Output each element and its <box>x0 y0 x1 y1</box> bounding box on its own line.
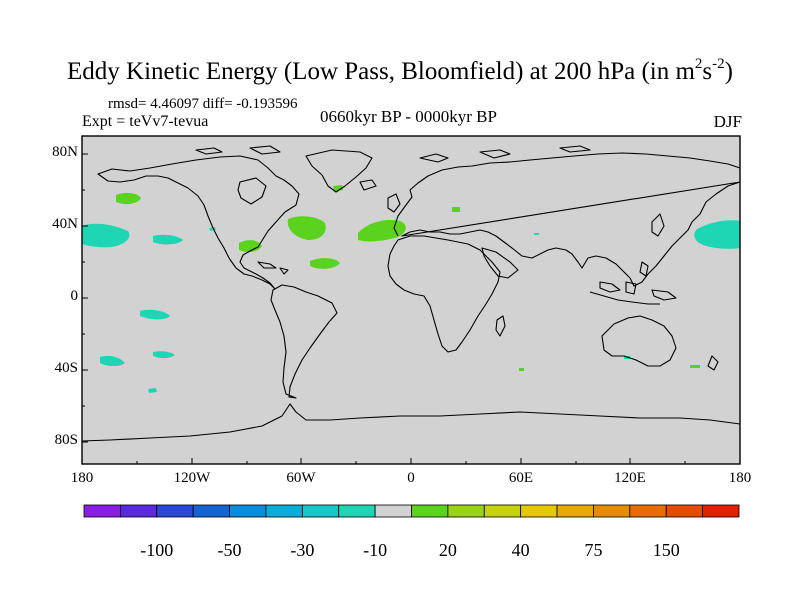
colorbar-label: -50 <box>217 540 242 560</box>
colorbar-swatch <box>265 504 303 518</box>
colorbar <box>83 504 740 518</box>
neg-region-spac-4 <box>148 388 157 393</box>
lon-label-120w: 120W <box>173 470 211 486</box>
season-label: DJF <box>713 112 742 131</box>
colorbar-swatch <box>374 504 412 518</box>
coast-north-america <box>97 155 300 290</box>
colorbar-swatch <box>593 504 631 518</box>
colorbar-label: 75 <box>584 540 603 560</box>
coast-arctic-islands <box>195 145 591 163</box>
neg-region-spac-1 <box>140 309 170 320</box>
title-close: ) <box>724 58 733 85</box>
coast-indonesia <box>589 281 677 305</box>
neg-region-npac-dateline <box>694 220 740 249</box>
pos-region-med <box>358 220 406 242</box>
neg-region-npac-mid <box>153 234 183 245</box>
stats-text: rmsd= 4.46097 diff= -0.193596 <box>108 96 298 112</box>
colorbar-swatch <box>192 504 230 518</box>
pos-region-npac <box>116 192 141 205</box>
coast-eurasia <box>393 152 741 287</box>
neg-region-npac-west <box>82 223 130 248</box>
title-mid: s <box>702 58 713 85</box>
coastlines <box>81 145 741 442</box>
colorbar-swatch <box>338 504 376 518</box>
colorbar-swatch <box>702 504 740 518</box>
pos-region-south-atl <box>519 368 524 371</box>
lat-label-40n: 40N <box>52 216 78 232</box>
colorbar-label: 150 <box>652 540 680 560</box>
colorbar-swatch <box>301 504 340 518</box>
pos-region-scandinavia <box>452 207 460 212</box>
coast-philippines <box>639 261 649 277</box>
neg-region-spac-2 <box>153 351 175 359</box>
period-label: 0660kyr BP - 0000kyr BP <box>320 107 497 126</box>
plot-title: Eddy Kinetic Energy (Low Pass, Bloomfiel… <box>0 56 800 86</box>
coast-antarctica <box>81 403 741 442</box>
colorbar-swatch <box>83 504 121 518</box>
colorbar-swatch <box>520 504 558 518</box>
colorbar-swatch <box>556 504 594 518</box>
lon-label-120e: 120E <box>614 470 646 486</box>
coast-madagascar <box>495 315 506 337</box>
coast-greenland <box>305 149 373 193</box>
coast-africa <box>387 235 501 353</box>
pos-region-us-east <box>239 240 262 253</box>
coast-iceland <box>359 179 377 191</box>
experiment-label: Expt = teVv7-tevua <box>82 113 209 130</box>
colorbar-swatch <box>229 504 267 518</box>
lon-label-60e: 60E <box>508 470 534 486</box>
colorbar-swatch <box>411 504 449 518</box>
colorbar-swatch <box>665 504 704 518</box>
coast-australia <box>601 315 677 367</box>
colorbar-label: -30 <box>290 540 315 560</box>
title-sup2: -2 <box>712 56 725 72</box>
colorbar-swatch <box>156 504 194 518</box>
pos-region-tasman <box>690 365 700 368</box>
lat-label-80s: 80S <box>54 432 78 448</box>
coast-britain <box>387 193 401 213</box>
lon-label-180w: 180 <box>70 470 94 486</box>
coast-south-america <box>270 284 338 399</box>
lon-label-0: 0 <box>407 470 415 486</box>
title-main: Eddy Kinetic Energy (Low Pass, Bloomfiel… <box>67 58 695 85</box>
lon-label-60w: 60W <box>286 470 316 486</box>
colorbar-label: -100 <box>140 540 174 560</box>
coast-caribbean <box>257 261 289 275</box>
axis-ticks <box>82 153 686 464</box>
coast-arabia <box>481 247 519 279</box>
lat-label-0: 0 <box>70 288 79 304</box>
colorbar-label: -10 <box>363 540 388 560</box>
neg-region-spac-3 <box>100 355 125 366</box>
negative-anomaly-regions <box>82 220 740 393</box>
colorbar-label: 40 <box>511 540 530 560</box>
lon-label-180e: 180 <box>728 470 752 486</box>
colorbar-swatch <box>629 504 667 518</box>
lat-label-80n: 80N <box>52 144 78 160</box>
colorbar-label: 20 <box>438 540 457 560</box>
coast-new-zealand <box>707 355 719 371</box>
colorbar-swatch <box>119 504 158 518</box>
pos-region-natl-south <box>310 258 340 269</box>
coast-japan <box>651 213 665 237</box>
lat-label-40s: 40S <box>54 360 78 376</box>
title-sup1: 2 <box>694 56 703 72</box>
colorbar-swatch <box>447 504 485 518</box>
coast-hudson-bay <box>237 177 267 205</box>
colorbar-swatch <box>483 504 522 518</box>
positive-anomaly-regions <box>116 185 700 371</box>
neg-region-africa <box>534 233 539 235</box>
pos-region-natl-west <box>287 216 326 240</box>
map-background <box>82 136 740 464</box>
